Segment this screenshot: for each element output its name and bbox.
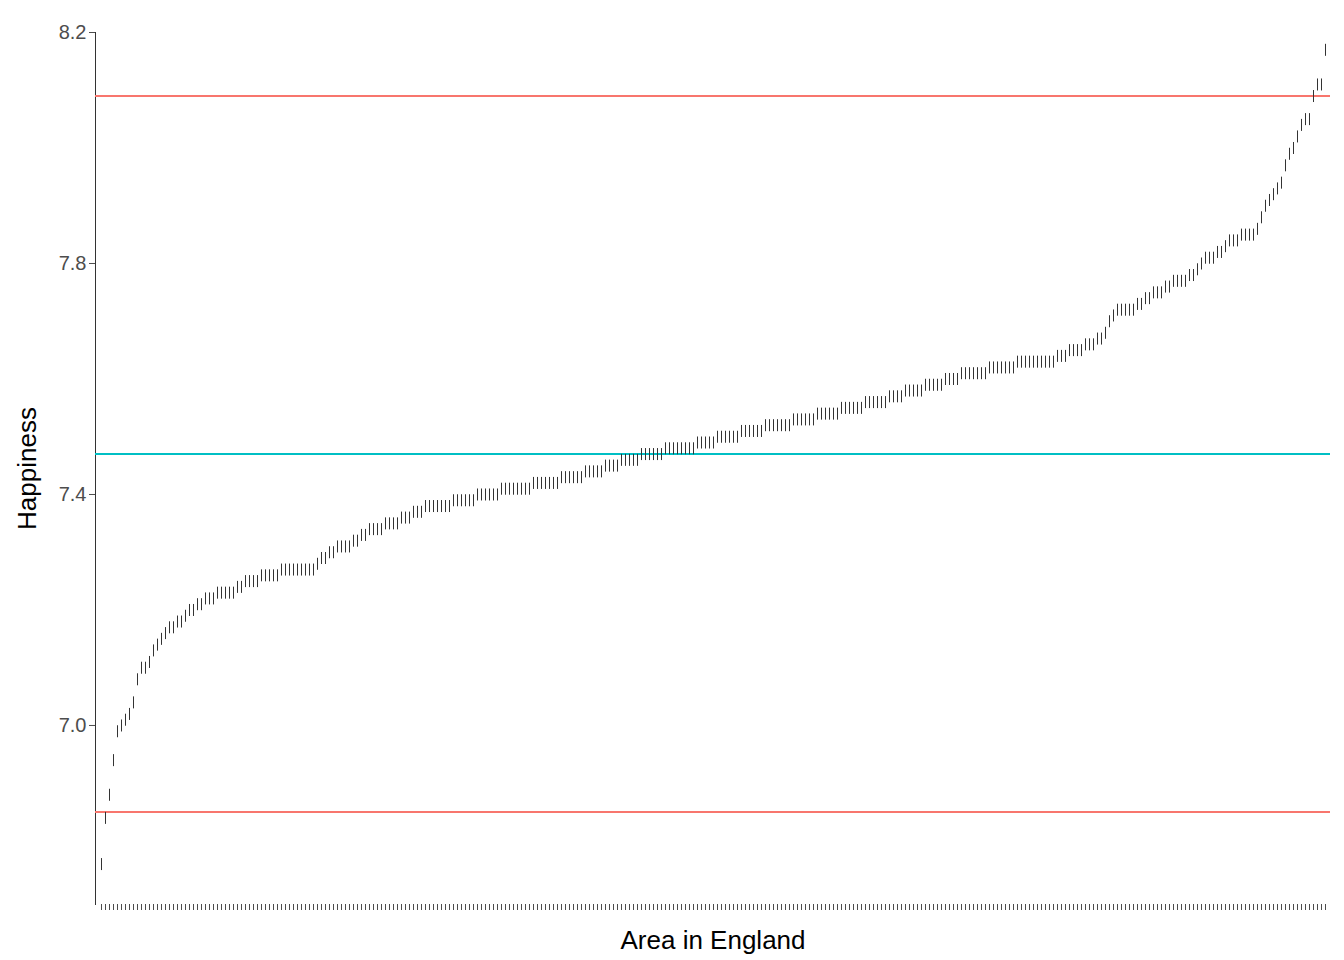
svg-text:7.4: 7.4: [59, 483, 87, 505]
svg-text:7.0: 7.0: [59, 714, 87, 736]
svg-text:Area in England: Area in England: [620, 925, 805, 955]
svg-text:Happiness: Happiness: [12, 407, 42, 530]
svg-text:7.8: 7.8: [59, 252, 87, 274]
svg-text:8.2: 8.2: [59, 21, 87, 43]
